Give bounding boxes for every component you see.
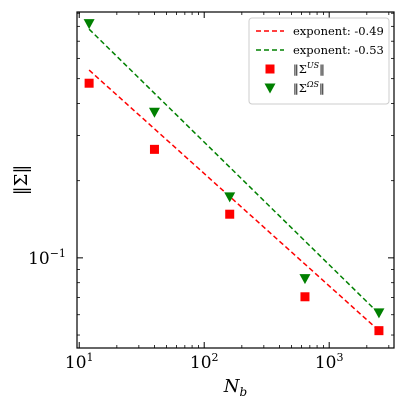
data-point-0-4 (374, 326, 384, 336)
data-point-0-0 (84, 78, 94, 88)
legend-marker-2 (265, 64, 275, 74)
x-tick-label-0: 101 (65, 351, 94, 373)
x-tick-label-1: 102 (190, 351, 219, 373)
data-point-0-2 (225, 209, 235, 219)
plot-frame (76, 11, 395, 349)
y-tick-label-0: 10−1 (28, 247, 66, 269)
x-axis-ticks: 101 102 103 (65, 12, 390, 373)
legend-box (248, 17, 390, 105)
plot-lines (88, 28, 380, 332)
axis-labels: Nb ‖Σ‖ (11, 165, 247, 399)
legend-label-1: exponent: -0.53 (293, 43, 384, 57)
data-point-1-0 (83, 19, 95, 30)
data-point-1-2 (224, 192, 236, 203)
data-point-1-4 (373, 308, 385, 319)
legend: exponent: -0.49 exponent: -0.53 ‖ΣUS‖ ‖ΣΩS‖ (248, 17, 390, 105)
fit-line-2 (88, 69, 380, 332)
x-tick-label-2: 103 (315, 351, 344, 373)
data-point-0-3 (300, 292, 310, 302)
data-point-1-1 (148, 107, 160, 118)
legend-label-3: ‖ΣΩS‖ (293, 80, 325, 96)
fit-line-3 (88, 28, 380, 315)
legend-marker-3 (264, 83, 276, 94)
data-point-0-1 (149, 144, 159, 154)
legend-label-0: exponent: -0.49 (293, 24, 384, 38)
y-axis-ticks: 10−1 (28, 12, 394, 336)
x-axis-label: Nb (223, 376, 247, 399)
y-axis-label: ‖Σ‖ (11, 165, 32, 196)
plot-markers (83, 19, 385, 336)
legend-label-2: ‖ΣUS‖ (293, 61, 325, 77)
data-point-1-3 (299, 274, 311, 285)
